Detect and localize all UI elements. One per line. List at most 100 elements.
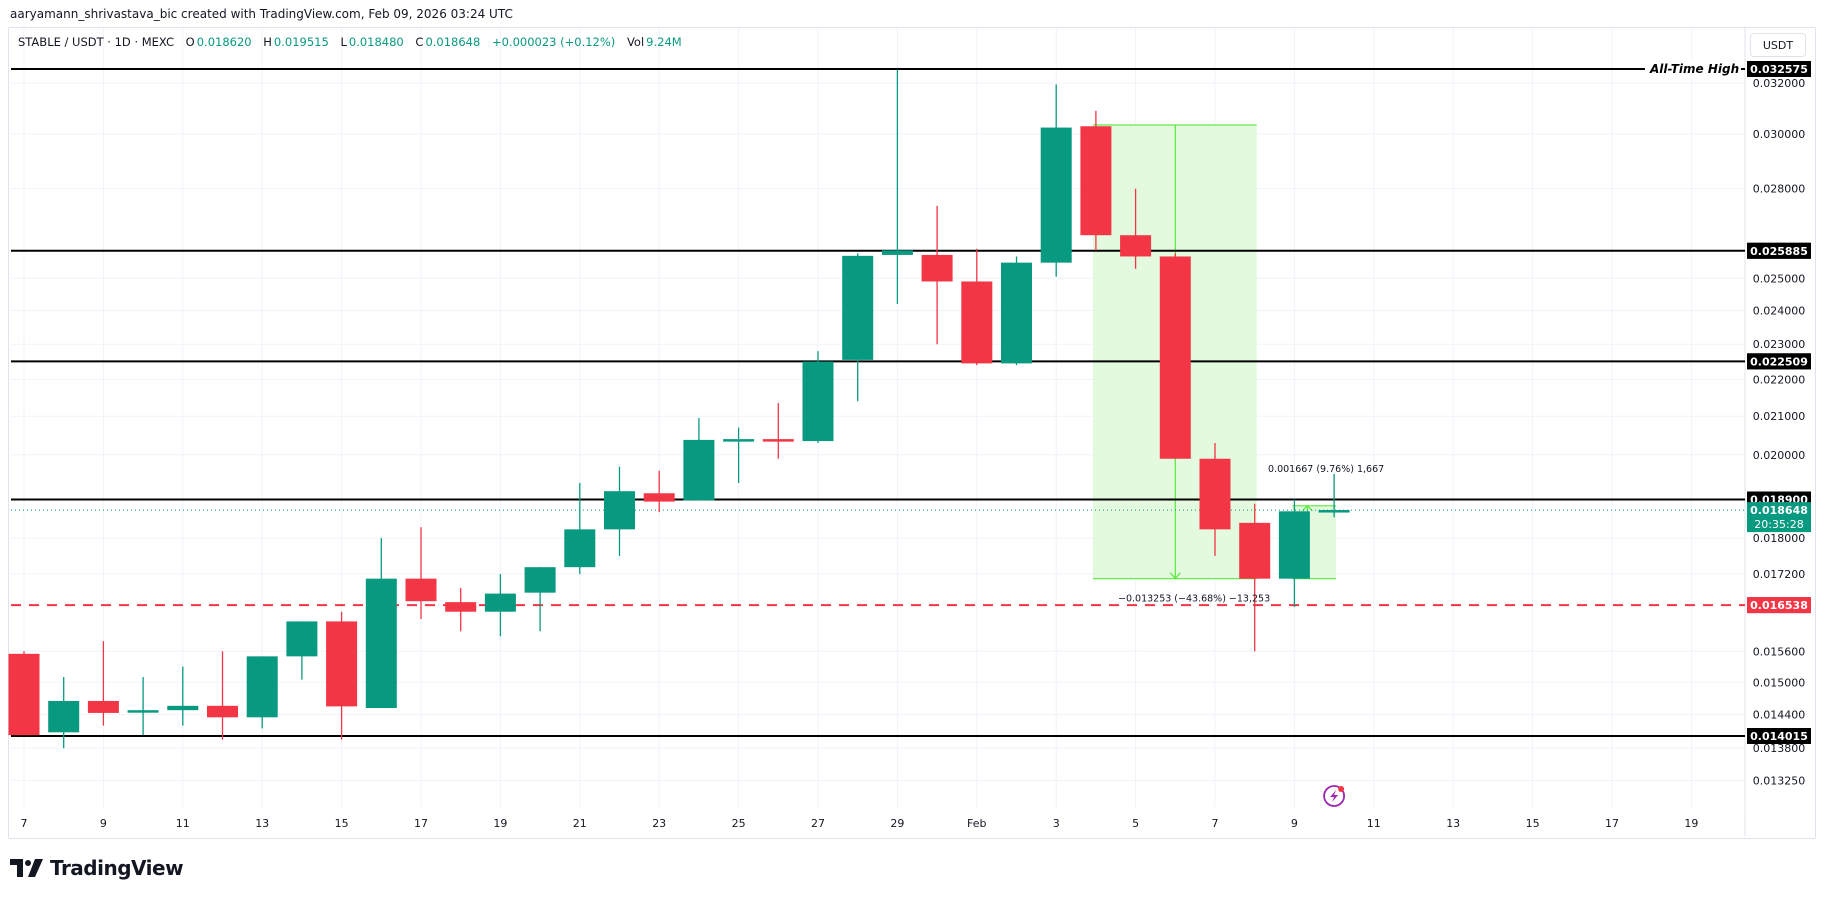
close-label: C bbox=[415, 35, 424, 49]
candle[interactable] bbox=[484, 574, 516, 637]
price-axis[interactable]: 0.032000 0.030000 0.028000 0.025000 0.024000… bbox=[1753, 77, 1806, 787]
svg-text:0.020000: 0.020000 bbox=[1753, 449, 1806, 462]
candle[interactable] bbox=[246, 656, 278, 729]
candle[interactable] bbox=[921, 205, 953, 345]
level-price-tag: 0.025885 bbox=[1750, 245, 1808, 258]
tradingview-logo-icon bbox=[10, 859, 43, 877]
candles bbox=[8, 69, 1350, 749]
svg-text:15: 15 bbox=[1526, 817, 1540, 830]
candle[interactable] bbox=[1040, 84, 1072, 277]
svg-text:19: 19 bbox=[493, 817, 507, 830]
candle[interactable] bbox=[8, 651, 40, 736]
volume-value: 9.24M bbox=[646, 35, 682, 49]
candle[interactable] bbox=[723, 427, 755, 483]
economic-event-icon[interactable] bbox=[1323, 785, 1345, 807]
candle[interactable] bbox=[286, 621, 318, 680]
level-price-tag: 0.016538 bbox=[1750, 599, 1808, 612]
svg-text:19: 19 bbox=[1684, 817, 1698, 830]
candle[interactable] bbox=[881, 69, 913, 305]
svg-text:23: 23 bbox=[652, 817, 666, 830]
low-label: L bbox=[340, 35, 347, 49]
currency-unit-button[interactable]: USDT bbox=[1750, 33, 1806, 57]
svg-text:Feb: Feb bbox=[967, 817, 986, 830]
svg-text:13: 13 bbox=[1446, 817, 1460, 830]
svg-text:17: 17 bbox=[414, 817, 428, 830]
svg-text:0.018000: 0.018000 bbox=[1753, 532, 1806, 545]
candle[interactable] bbox=[127, 677, 159, 736]
svg-text:27: 27 bbox=[811, 817, 825, 830]
last-price-tag bbox=[1747, 502, 1811, 533]
symbol-legend: STABLE / USDT · 1D · MEXC O 0.018620 H 0.0… bbox=[18, 35, 684, 49]
svg-text:17: 17 bbox=[1605, 817, 1619, 830]
change-value: +0.000023 (+0.12%) bbox=[491, 35, 616, 49]
svg-text:21: 21 bbox=[573, 817, 587, 830]
candle[interactable] bbox=[326, 611, 358, 740]
candle[interactable] bbox=[167, 666, 199, 726]
candle[interactable] bbox=[762, 403, 794, 459]
svg-text:13: 13 bbox=[255, 817, 269, 830]
svg-text:0.017200: 0.017200 bbox=[1753, 568, 1806, 581]
svg-text:0.014400: 0.014400 bbox=[1753, 709, 1806, 722]
candle[interactable] bbox=[1239, 503, 1271, 652]
svg-text:0.015000: 0.015000 bbox=[1753, 676, 1806, 689]
candle[interactable] bbox=[842, 253, 874, 402]
candle[interactable] bbox=[1199, 443, 1231, 556]
svg-text:25: 25 bbox=[732, 817, 746, 830]
level-price-tag: 0.022509 bbox=[1750, 355, 1808, 368]
candle[interactable] bbox=[1278, 499, 1310, 607]
candle[interactable] bbox=[1120, 188, 1152, 269]
svg-text:0.025000: 0.025000 bbox=[1753, 272, 1806, 285]
candle[interactable] bbox=[643, 470, 675, 513]
svg-text:0.013250: 0.013250 bbox=[1753, 774, 1806, 787]
high-value: 0.019515 bbox=[273, 35, 329, 49]
svg-text:9: 9 bbox=[1291, 817, 1298, 830]
svg-text:0.023000: 0.023000 bbox=[1753, 338, 1806, 351]
open-label: O bbox=[185, 35, 195, 49]
candle[interactable] bbox=[207, 651, 238, 740]
brand-name: TradingView bbox=[50, 856, 184, 880]
svg-text:0.024000: 0.024000 bbox=[1753, 305, 1806, 318]
svg-text:11: 11 bbox=[1367, 817, 1381, 830]
low-value: 0.018480 bbox=[348, 35, 404, 49]
svg-text:0.021000: 0.021000 bbox=[1753, 410, 1806, 423]
svg-text:7: 7 bbox=[1212, 817, 1219, 830]
chart-frame bbox=[8, 27, 1816, 839]
level-price-tag: 0.032575 bbox=[1750, 63, 1808, 76]
svg-text:3: 3 bbox=[1053, 817, 1060, 830]
candle[interactable] bbox=[683, 418, 715, 501]
svg-text:0.032000: 0.032000 bbox=[1753, 77, 1806, 90]
drop-measure-label: −0.013253 (−43.68%) −13,253 bbox=[1118, 594, 1270, 605]
all-time-high-label: All-Time High bbox=[1649, 62, 1739, 76]
svg-text:0.022000: 0.022000 bbox=[1753, 373, 1806, 386]
svg-text:0.013800: 0.013800 bbox=[1753, 742, 1806, 755]
rise-measure-label: 0.001667 (9.76%) 1,667 bbox=[1268, 464, 1384, 475]
svg-text:7: 7 bbox=[21, 817, 28, 830]
candle[interactable] bbox=[87, 641, 119, 726]
candle[interactable] bbox=[961, 248, 993, 366]
candle[interactable] bbox=[445, 587, 477, 632]
candle[interactable] bbox=[1159, 253, 1191, 459]
svg-text:11: 11 bbox=[176, 817, 190, 830]
candle[interactable] bbox=[524, 567, 556, 632]
svg-text:0.030000: 0.030000 bbox=[1753, 128, 1806, 141]
symbol-title[interactable]: STABLE / USDT · 1D · MEXC bbox=[18, 35, 175, 49]
candle[interactable] bbox=[1080, 110, 1112, 251]
candle[interactable] bbox=[604, 466, 635, 556]
candle[interactable] bbox=[405, 527, 437, 619]
open-value: 0.018620 bbox=[196, 35, 252, 49]
high-label: H bbox=[263, 35, 272, 49]
tradingview-logo: TradingView bbox=[10, 856, 184, 880]
volume-label: Vol bbox=[626, 35, 645, 49]
candle[interactable] bbox=[48, 677, 80, 749]
level-price-tag: 0.014015 bbox=[1750, 730, 1808, 743]
time-axis[interactable]: 7 9 11 13 15 17 19 21 23 25 27 29 Feb 3 5 7 9 11 13 15 17 19 bbox=[21, 817, 1699, 830]
candle[interactable] bbox=[365, 538, 397, 709]
svg-text:15: 15 bbox=[335, 817, 349, 830]
candle[interactable] bbox=[564, 482, 596, 575]
candle[interactable] bbox=[1001, 256, 1032, 366]
chart-credit: aaryamann_shrivastava_bic created with T… bbox=[10, 7, 513, 21]
candle[interactable] bbox=[1318, 473, 1350, 518]
candle[interactable] bbox=[802, 351, 834, 444]
svg-text:0.028000: 0.028000 bbox=[1753, 183, 1806, 196]
